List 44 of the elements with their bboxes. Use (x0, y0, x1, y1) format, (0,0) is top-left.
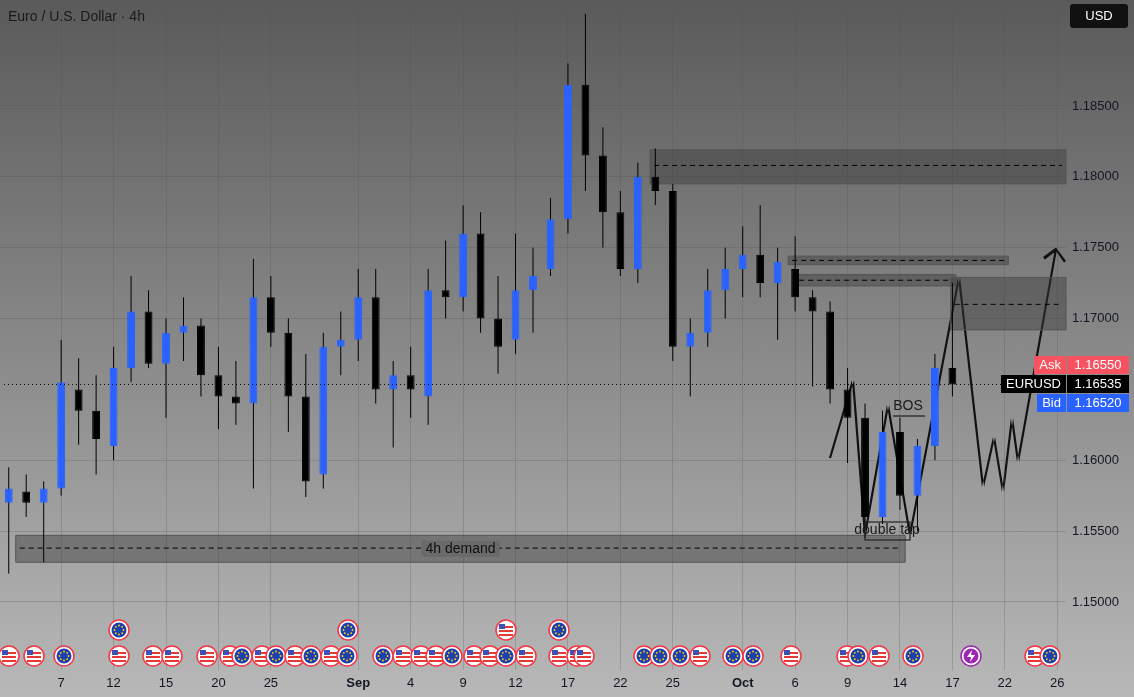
candlestick (773, 247, 782, 341)
y-tick-label: 1.15000 (1072, 593, 1119, 609)
x-tick-label: 17 (560, 675, 576, 691)
candlestick (22, 473, 31, 518)
band-label: 4h demand (425, 539, 496, 556)
y-tick-label: 1.18500 (1072, 97, 1119, 113)
y-tick-label: 1.17000 (1072, 310, 1119, 326)
x-tick-label: 22 (613, 675, 628, 691)
x-tick-label: Sep (346, 675, 371, 691)
text: 1.16535 (1067, 375, 1129, 394)
x-tick-label: 7 (57, 675, 65, 691)
ref-line-label: EURUSD (1001, 375, 1066, 394)
x-tick-label: 20 (211, 675, 226, 691)
candlestick (441, 240, 450, 320)
y-tick-label: 1.15500 (1072, 522, 1119, 538)
x-tick-label: 25 (665, 675, 681, 691)
x-tick-label: 26 (1050, 675, 1065, 691)
text: 1.16550 (1067, 356, 1129, 375)
x-tick-label: 9 (843, 675, 852, 691)
annotation: BOS (893, 397, 923, 413)
x-tick-label: Oct (731, 675, 755, 691)
x-tick-label: 25 (263, 675, 279, 691)
candlestick (336, 310, 345, 376)
y-tick-label: 1.16000 (1072, 451, 1119, 467)
candlestick (721, 247, 730, 320)
candlestick (529, 247, 537, 334)
x-tick-label: 4 (407, 675, 415, 691)
x-tick-label: 6 (791, 675, 799, 691)
x-tick-label: 14 (892, 675, 908, 691)
annotation: Ask (1034, 356, 1066, 375)
y-tick-label: 1.18000 (1072, 168, 1119, 184)
annotation: Bid (1037, 394, 1066, 413)
x-tick-label: 15 (158, 675, 174, 691)
candlestick (4, 466, 13, 575)
y-tick-label: 1.17500 (1072, 239, 1119, 255)
text: USD (1070, 4, 1128, 28)
x-tick-label: 9 (459, 675, 467, 691)
candlestick (738, 225, 747, 298)
x-tick-label: 17 (945, 675, 960, 691)
x-tick-label: 12 (508, 675, 523, 691)
x-tick-label: 12 (106, 675, 121, 691)
text: 1.16520 (1067, 394, 1129, 413)
chart-title: Euro / U.S. Dollar · 4h (8, 8, 145, 24)
x-tick-label: 22 (997, 675, 1013, 691)
